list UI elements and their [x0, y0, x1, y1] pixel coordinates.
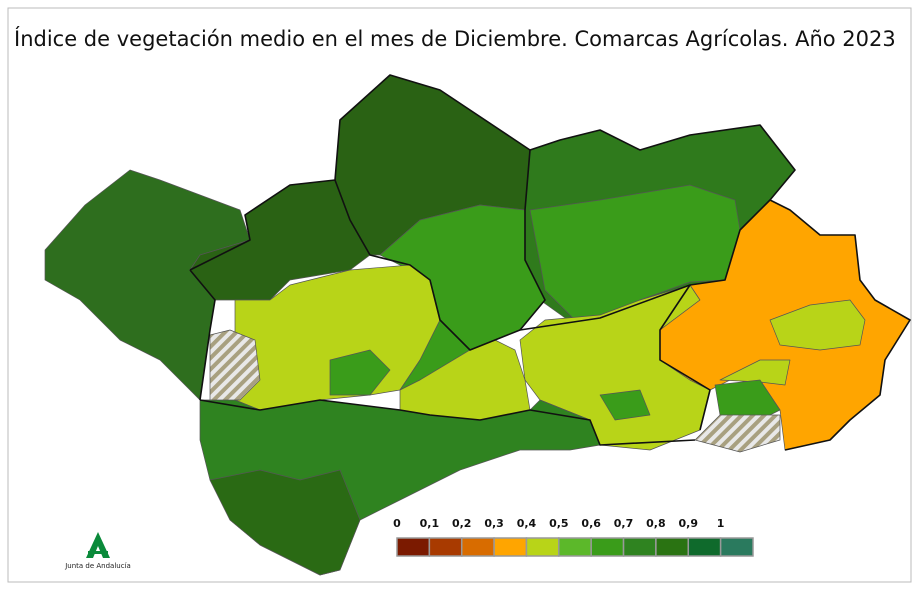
- legend-label: 0,5: [549, 517, 569, 530]
- legend-swatch: [687, 537, 722, 557]
- region: [329, 349, 391, 396]
- legend-swatch: [396, 537, 431, 557]
- legend-label: 0: [393, 517, 401, 530]
- province-border: [659, 284, 711, 431]
- legend-swatch: [493, 537, 528, 557]
- map-title: Índice de vegetación medio en el mes de …: [14, 26, 896, 51]
- province-border: [334, 149, 546, 351]
- region: [769, 299, 866, 351]
- province-border: [189, 74, 911, 451]
- province-border: [189, 269, 216, 401]
- legend-swatch: [525, 537, 560, 557]
- logo-mark: [88, 551, 108, 554]
- region: [599, 389, 651, 421]
- no-data-region: [694, 414, 781, 453]
- legend-swatch: [590, 537, 625, 557]
- legend-label: 0,9: [679, 517, 699, 530]
- legend-label: 0,6: [581, 517, 601, 530]
- legend-label: 0,3: [484, 517, 504, 530]
- province-border: [519, 199, 771, 331]
- legend-label: 0,2: [452, 517, 472, 530]
- logo: Junta de Andalucía: [64, 532, 131, 570]
- legend-label: 0,4: [517, 517, 537, 530]
- legend-swatch: [460, 537, 495, 557]
- region: [209, 469, 361, 576]
- legend-label: 1: [717, 517, 725, 530]
- legend-label: 0,1: [420, 517, 440, 530]
- legend-label: 0,7: [614, 517, 634, 530]
- province-border: [199, 399, 696, 446]
- legend-swatch: [719, 537, 754, 557]
- logo-text: Junta de Andalucía: [64, 562, 131, 570]
- legend-swatch: [558, 537, 592, 557]
- legend-swatch: [655, 537, 690, 557]
- legend-swatch: [622, 537, 657, 557]
- legend: 0 0,1 0,2 0,3 0,4 0,5 0,6 0,7 0,8 0,9 1: [393, 517, 754, 557]
- no-data-region: [209, 329, 261, 401]
- map: [44, 74, 911, 576]
- legend-label: 0,8: [646, 517, 666, 530]
- legend-swatch: [428, 537, 463, 557]
- region: [529, 184, 741, 321]
